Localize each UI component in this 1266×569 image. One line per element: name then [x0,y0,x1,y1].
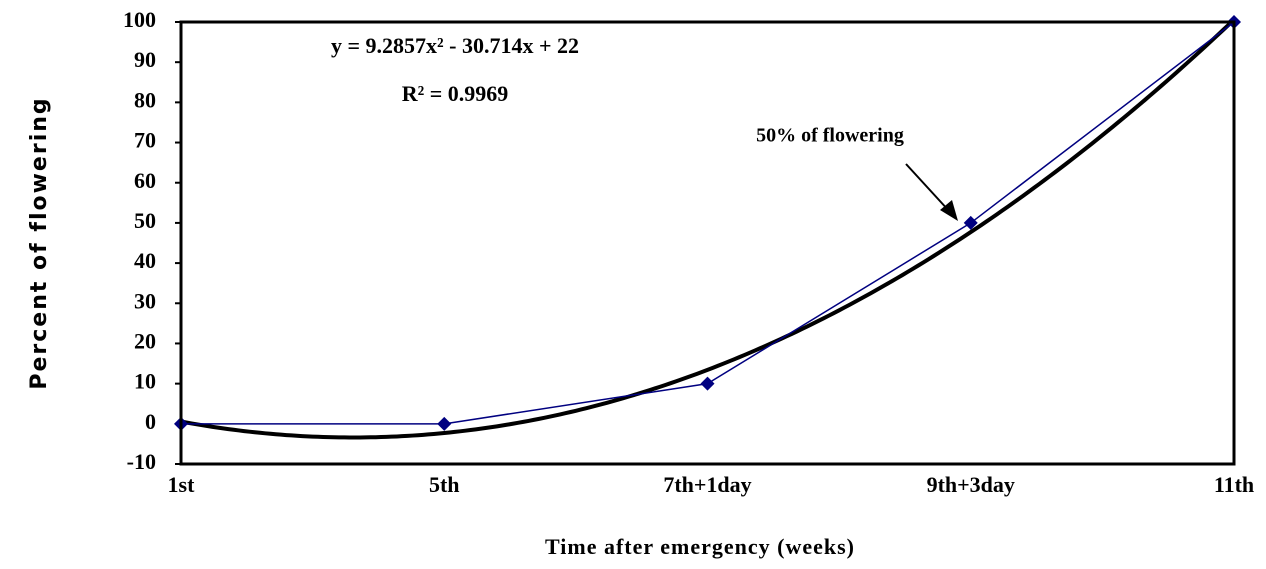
x-tick-label: 11th [1214,472,1254,497]
y-axis-title: Percent of flowering [27,96,52,389]
r-squared: R² = 0.9969 [402,81,509,106]
y-tick-label: 80 [134,87,156,112]
trendline-equation: y = 9.2857x² - 30.714x + 22 [331,33,579,58]
y-tick-label: 40 [134,248,156,273]
y-tick-label: 70 [134,128,156,153]
x-axis-title: Time after emergency (weeks) [545,534,855,559]
plot-border [179,20,1236,466]
annotation: 50% of flowering [756,125,904,147]
annotation-arrow [905,163,951,213]
y-tick-label: 0 [145,409,156,434]
y-tick-label: 20 [134,329,156,354]
x-tick-label: 5th [429,472,460,497]
y-tick-label: 30 [134,288,156,313]
y-tick-label: 50 [134,208,156,233]
y-tick-label: 90 [134,47,156,72]
marker [437,416,452,431]
arrow-head [940,200,958,221]
y-tick-label: 60 [134,168,156,193]
x-tick-label: 7th+1day [663,472,751,497]
x-tick-label: 9th+3day [927,472,1015,497]
x-tick-label: 1st [168,472,196,497]
marker [963,215,978,230]
marker [700,376,715,391]
series-line [181,21,1235,425]
trendline [180,18,1236,440]
y-tick-label: -10 [127,449,156,474]
y-tick-label: 100 [123,7,156,32]
y-tick-label: 10 [134,369,156,394]
